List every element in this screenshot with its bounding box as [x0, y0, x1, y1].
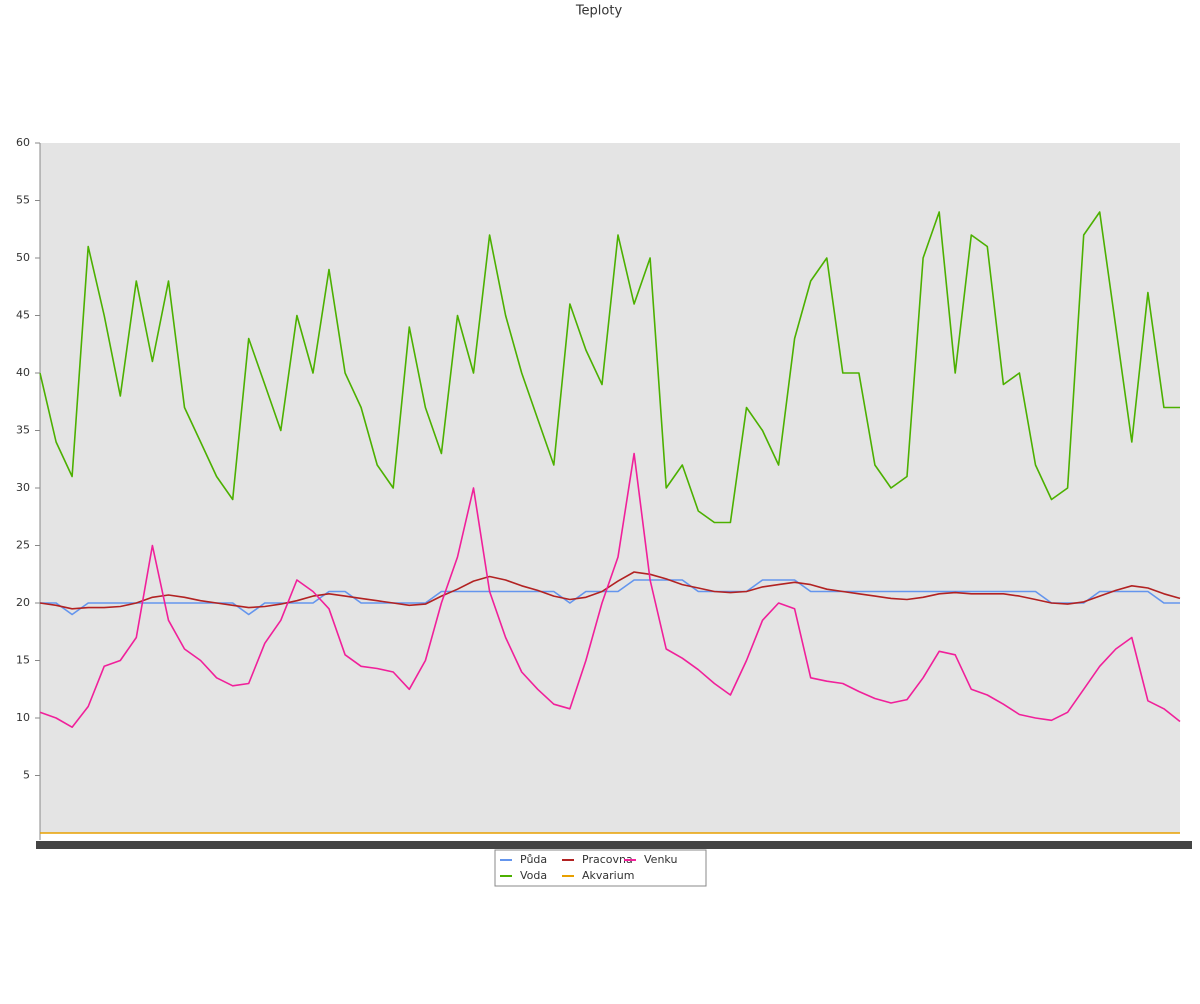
y-tick-label: 35 [16, 424, 30, 437]
legend-label: Venku [644, 853, 677, 866]
series-line [39, 452, 1181, 728]
y-tick-label: 30 [16, 481, 30, 494]
y-tick-label: 50 [16, 251, 30, 264]
y-tick-label: 45 [16, 309, 30, 322]
series-line [40, 579, 1180, 616]
y-tick-label: 40 [16, 366, 30, 379]
y-tick-label: 20 [16, 596, 30, 609]
legend [494, 849, 707, 887]
lines [39, 211, 1181, 834]
legend-label: Akvarium [582, 869, 634, 882]
legend-label: Pracovna [582, 853, 633, 866]
y-tick-label: 55 [16, 194, 30, 207]
plot-area [40, 143, 1180, 833]
y-tick-label: 60 [16, 136, 30, 149]
chart-title: Teploty [575, 4, 623, 19]
legend-label: Půda [520, 853, 547, 866]
y-tick-label: 15 [16, 654, 30, 667]
series-line [39, 211, 1180, 524]
y-tick-label: 10 [16, 711, 30, 724]
y-tick-label: 5 [23, 769, 30, 782]
series-line [39, 571, 1181, 610]
y-tick-label: 25 [16, 539, 30, 552]
x-tick-labels-band [36, 841, 1192, 849]
legend-label: Voda [520, 869, 547, 882]
